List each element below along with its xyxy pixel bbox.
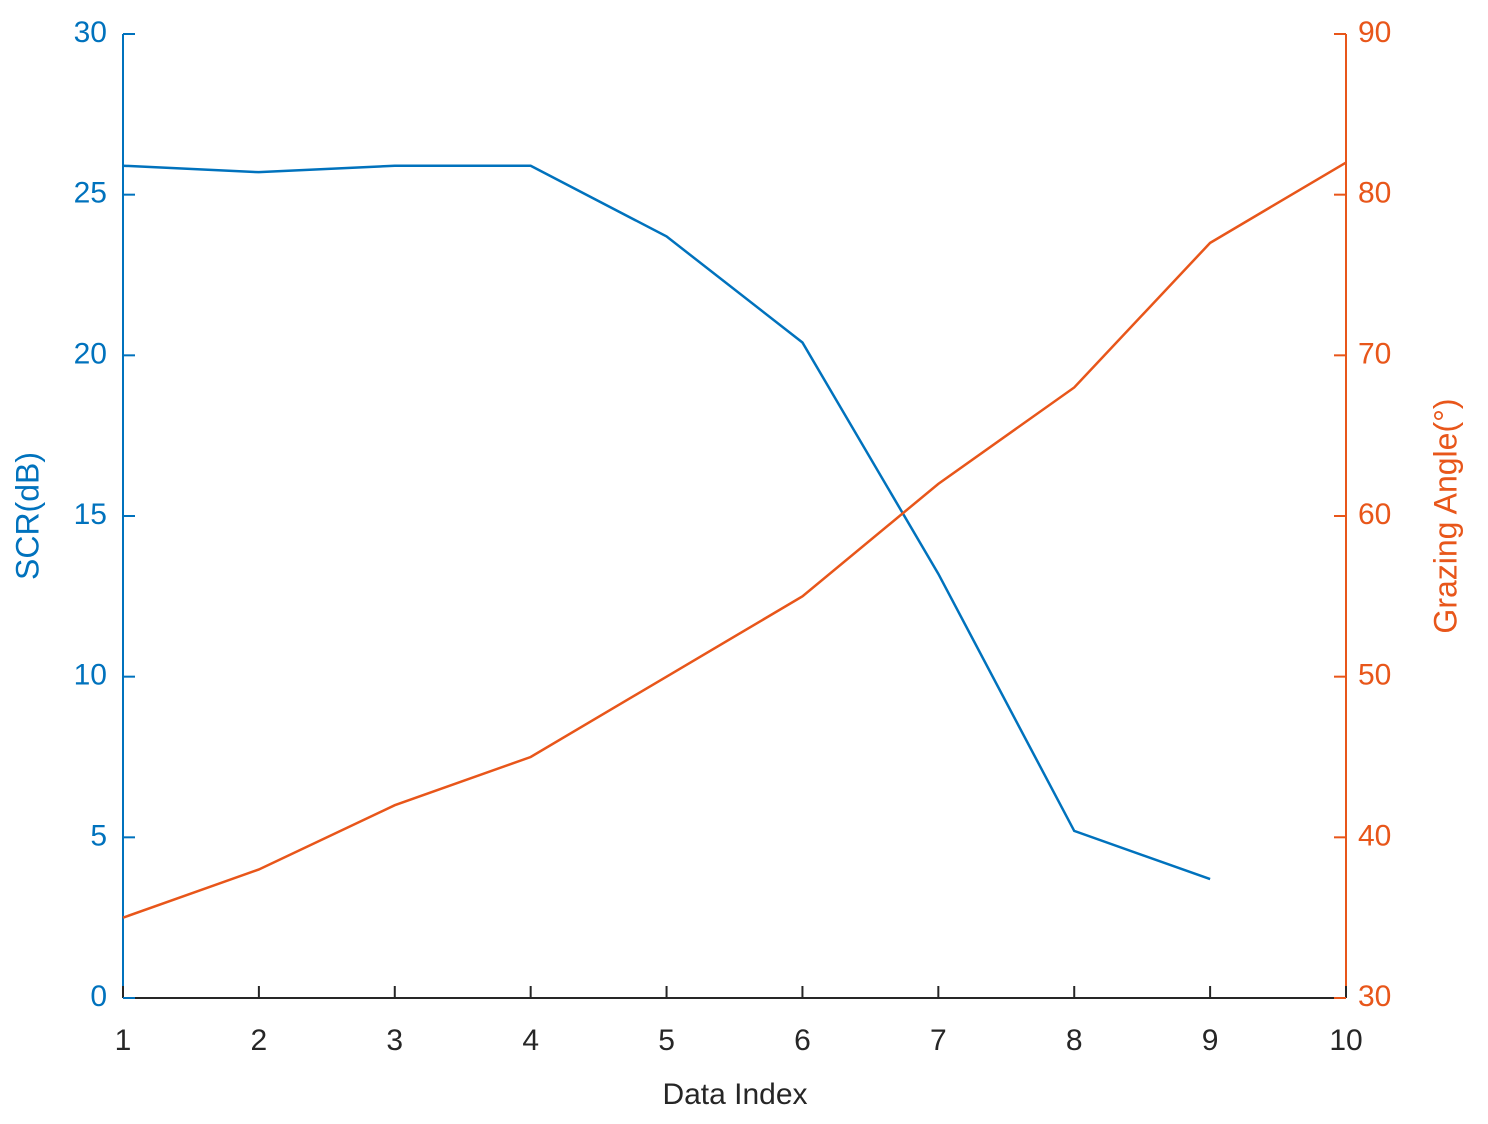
series-line	[122, 164, 1211, 881]
y-axis-label: SCR(dB)	[9, 452, 45, 580]
y2-tick-label: 30	[1358, 980, 1391, 1013]
y-tick-label: 10	[74, 659, 107, 692]
x-tick-label: 1	[115, 1024, 132, 1057]
y2-tick-label: 40	[1358, 819, 1391, 852]
x-tick-label: 4	[522, 1024, 539, 1057]
x-tick-label: 10	[1329, 1024, 1362, 1057]
x-tick-label: 7	[930, 1024, 947, 1057]
y2-tick-label: 70	[1358, 337, 1391, 370]
series-line	[122, 161, 1347, 919]
y-tick-label: 5	[90, 819, 107, 852]
y2-tick-label: 50	[1358, 659, 1391, 692]
y2-tick-label: 80	[1358, 177, 1391, 210]
y2-tick-label: 90	[1358, 16, 1391, 49]
x-tick-label: 6	[794, 1024, 811, 1057]
y-tick-label: 25	[74, 177, 107, 210]
y-tick-label: 0	[90, 980, 107, 1013]
x-axis-label: Data Index	[662, 1078, 807, 1111]
x-tick-label: 5	[658, 1024, 675, 1057]
y-tick-label: 30	[74, 16, 107, 49]
x-tick-label: 2	[251, 1024, 268, 1057]
y2-axis-label: Grazing Angle(°)	[1427, 398, 1463, 633]
y-tick-label: 20	[74, 337, 107, 370]
y2-tick-label: 60	[1358, 498, 1391, 531]
y-tick-label: 15	[74, 498, 107, 531]
x-tick-label: 9	[1202, 1024, 1219, 1057]
x-tick-label: 8	[1066, 1024, 1083, 1057]
x-tick-label: 3	[386, 1024, 403, 1057]
